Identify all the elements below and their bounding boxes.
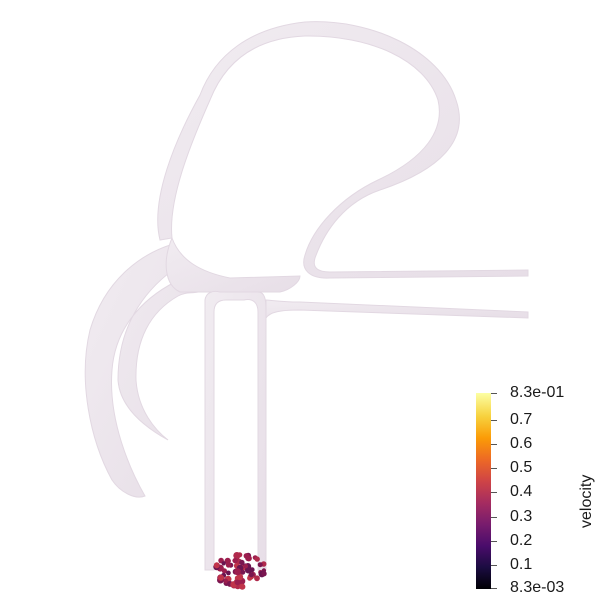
- colorbar-tick-label: 0.2: [510, 532, 533, 549]
- colorbar: 8.3e-01 0.7 0.6 0.5 0.4 0.3 0.2 0.1 8.3e…: [476, 385, 600, 596]
- colorbar-tick: [491, 517, 497, 518]
- particle: [254, 575, 260, 582]
- vessel-junction: [165, 236, 301, 293]
- particle: [221, 568, 227, 574]
- colorbar-tick: [491, 492, 497, 493]
- particle: [239, 559, 245, 566]
- colorbar-tick: [491, 393, 497, 394]
- particle: [232, 557, 238, 564]
- colorbar-tick-label: 0.6: [510, 435, 533, 452]
- particle: [239, 583, 246, 590]
- colorbar-min-label: 8.3e-03: [510, 579, 565, 596]
- particle: [223, 578, 229, 584]
- colorbar-tick-label: 0.1: [510, 556, 533, 573]
- particle: [249, 567, 255, 573]
- colorbar-title: velocity: [578, 474, 595, 528]
- colorbar-tick: [491, 541, 497, 542]
- particle: [233, 552, 241, 560]
- particle: [248, 572, 254, 578]
- particle: [261, 571, 267, 577]
- particle: [257, 562, 263, 568]
- particle: [245, 555, 252, 562]
- particle: [226, 570, 231, 576]
- colorbar-tick-label: 0.3: [510, 508, 533, 525]
- particle: [254, 556, 260, 562]
- particle: [214, 562, 220, 568]
- particle: [221, 561, 226, 566]
- vessel-dome: [157, 21, 529, 279]
- particle: [234, 579, 241, 586]
- vessel-horizontal-tube: [265, 299, 529, 320]
- colorbar-tick-label: 0.5: [510, 459, 533, 476]
- particle: [234, 568, 242, 576]
- colorbar-tick: [491, 420, 497, 421]
- colorbar-tick-label: 0.7: [510, 411, 533, 428]
- colorbar-tick: [491, 565, 497, 566]
- colorbar-gradient: [476, 393, 491, 589]
- colorbar-max-label: 8.3e-01: [510, 384, 565, 401]
- colorbar-tick-label: 0.4: [510, 483, 533, 500]
- particle: [243, 563, 248, 569]
- colorbar-tick: [491, 444, 497, 445]
- particle: [225, 562, 231, 568]
- vessel-vertical-tube: [204, 290, 267, 571]
- colorbar-tick: [491, 468, 497, 469]
- colorbar-tick: [491, 588, 497, 589]
- particle-cluster: [213, 552, 267, 590]
- particle: [218, 574, 224, 581]
- particle: [240, 569, 246, 575]
